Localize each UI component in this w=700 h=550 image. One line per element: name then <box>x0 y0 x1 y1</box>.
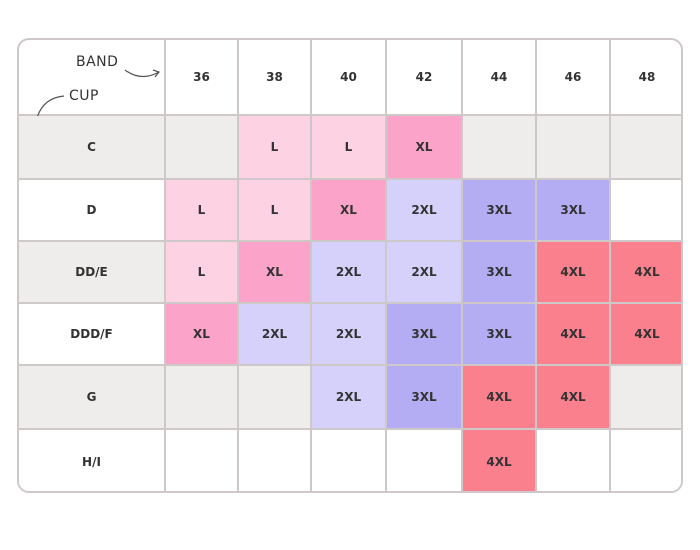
size-cell: L <box>239 180 312 242</box>
size-cell: 3XL <box>463 304 537 366</box>
size-cell: 4XL <box>537 366 611 430</box>
empty-cell <box>166 366 239 430</box>
row-header: D <box>19 180 166 242</box>
empty-cell <box>239 430 312 491</box>
size-cell: L <box>166 180 239 242</box>
size-cell: 2XL <box>312 366 387 430</box>
empty-cell <box>463 116 537 180</box>
column-header: 48 <box>611 40 681 116</box>
corner-cell <box>19 40 166 116</box>
empty-cell <box>312 430 387 491</box>
column-header: 36 <box>166 40 239 116</box>
column-header: 40 <box>312 40 387 116</box>
empty-cell <box>239 366 312 430</box>
size-cell: 4XL <box>611 242 681 304</box>
empty-cell <box>611 116 681 180</box>
size-cell: XL <box>387 116 463 180</box>
row-header: G <box>19 366 166 430</box>
arrows <box>37 69 161 116</box>
size-cell: 2XL <box>312 242 387 304</box>
size-cell: XL <box>312 180 387 242</box>
empty-cell <box>166 116 239 180</box>
size-cell: 4XL <box>463 366 537 430</box>
size-cell: XL <box>239 242 312 304</box>
empty-cell <box>537 116 611 180</box>
size-cell: 3XL <box>537 180 611 242</box>
size-cell: L <box>312 116 387 180</box>
row-header: DD/E <box>19 242 166 304</box>
row-header: C <box>19 116 166 180</box>
column-header: 42 <box>387 40 463 116</box>
size-cell: 3XL <box>463 242 537 304</box>
size-cell: 2XL <box>387 180 463 242</box>
empty-cell <box>387 430 463 491</box>
row-header: H/I <box>19 430 166 491</box>
column-header: 38 <box>239 40 312 116</box>
size-cell: 2XL <box>239 304 312 366</box>
size-cell: L <box>166 242 239 304</box>
empty-cell <box>611 430 681 491</box>
empty-cell <box>611 366 681 430</box>
size-table: BAND CUP 36 38 40 42 44 46 48 C L L XL D L L XL 2XL 3XL 3… <box>17 38 683 493</box>
empty-cell <box>537 430 611 491</box>
size-cell: 2XL <box>387 242 463 304</box>
size-cell: 3XL <box>387 366 463 430</box>
column-header: 44 <box>463 40 537 116</box>
size-cell: 4XL <box>611 304 681 366</box>
size-cell: 4XL <box>463 430 537 491</box>
band-label: BAND <box>76 54 119 70</box>
size-cell: 3XL <box>463 180 537 242</box>
size-cell: 4XL <box>537 304 611 366</box>
size-cell: 2XL <box>312 304 387 366</box>
row-header: DDD/F <box>19 304 166 366</box>
empty-cell <box>611 180 681 242</box>
size-cell: XL <box>166 304 239 366</box>
cup-label: CUP <box>69 88 99 104</box>
size-cell: L <box>239 116 312 180</box>
size-cell: 3XL <box>387 304 463 366</box>
column-header: 46 <box>537 40 611 116</box>
empty-cell <box>166 430 239 491</box>
size-cell: 4XL <box>537 242 611 304</box>
